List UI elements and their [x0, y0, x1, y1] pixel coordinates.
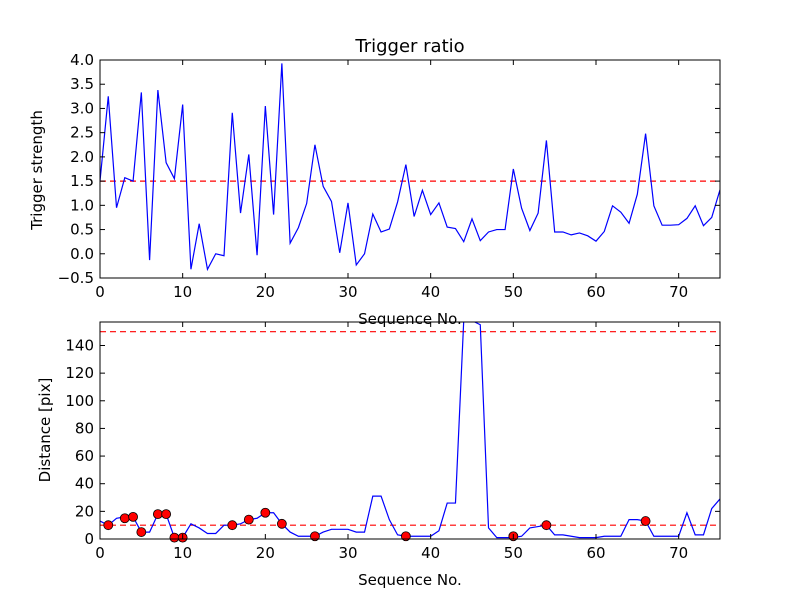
y-tick-label: 0 — [84, 530, 94, 548]
y-tick-label: 2.5 — [70, 124, 94, 142]
x-tick-label: 20 — [256, 283, 275, 301]
y-axis-label: Trigger strength — [28, 110, 46, 231]
y-tick-label: 0.5 — [70, 221, 94, 239]
y-tick-label: 2.0 — [70, 148, 94, 166]
x-axis-label: Sequence No. — [358, 310, 462, 328]
x-tick-label: 60 — [586, 283, 605, 301]
x-tick-label: 30 — [338, 283, 357, 301]
y-tick-label: 3.0 — [70, 99, 94, 117]
data-point-marker — [260, 507, 271, 518]
data-point-marker — [136, 527, 147, 537]
x-tick-label: 40 — [421, 544, 440, 562]
x-tick-label: 70 — [669, 283, 688, 301]
y-tick-label: 20 — [75, 502, 94, 520]
distance-chart: Distance [pix] Sequence No. 0 10 20 30 40 50 6… — [36, 321, 721, 589]
x-tick-label: 0 — [95, 283, 105, 301]
y-tick-label: 1.0 — [70, 196, 94, 214]
plot-frame — [99, 59, 721, 279]
data-point-marker — [541, 520, 552, 531]
data-point-marker — [103, 520, 114, 531]
x-tick-label: 40 — [421, 283, 440, 301]
y-tick-label: 40 — [75, 475, 94, 493]
y-axis-label: Distance [pix] — [36, 378, 54, 483]
data-point-marker — [161, 509, 172, 520]
y-tick-label: 80 — [75, 419, 94, 437]
data-point-marker — [119, 513, 130, 524]
data-point-marker — [276, 518, 287, 529]
x-tick-label: 10 — [173, 544, 192, 562]
plot-area — [100, 63, 720, 272]
plot-frame — [99, 321, 721, 540]
trigger-ratio-chart: Trigger ratio Trigger strength Sequence … — [28, 36, 721, 328]
y-tick-label: 4.0 — [70, 51, 94, 69]
y-tick-label: 120 — [65, 364, 94, 382]
x-tick-label: 20 — [256, 544, 275, 562]
x-tick-label: 70 — [669, 544, 688, 562]
y-tick-label: 100 — [65, 392, 94, 410]
data-point-marker — [128, 511, 138, 522]
chart-title: Trigger ratio — [354, 36, 464, 57]
x-tick-label: 60 — [586, 544, 605, 562]
y-tick-label: 140 — [65, 336, 94, 354]
data-point-marker — [227, 520, 238, 531]
x-axis-label: Sequence No. — [358, 571, 462, 589]
x-tick-label: 30 — [338, 544, 357, 562]
data-point-marker — [152, 509, 163, 520]
y-tick-label: 0.0 — [70, 245, 94, 263]
x-tick-label: 10 — [173, 283, 192, 301]
data-point-marker — [640, 516, 651, 526]
x-tick-label: 50 — [504, 544, 523, 562]
x-tick-label: 50 — [504, 283, 523, 301]
y-tick-label: 1.5 — [70, 172, 94, 190]
data-point-marker — [243, 514, 254, 525]
y-tick-label: 3.5 — [70, 75, 94, 93]
data-point-marker — [400, 531, 411, 542]
series-line — [100, 63, 720, 272]
data-point-marker — [169, 532, 180, 543]
data-point-marker — [310, 531, 320, 542]
x-tick-label: 0 — [95, 544, 105, 562]
y-tick-label: −0.5 — [58, 269, 94, 287]
y-tick-label: 60 — [75, 447, 94, 465]
